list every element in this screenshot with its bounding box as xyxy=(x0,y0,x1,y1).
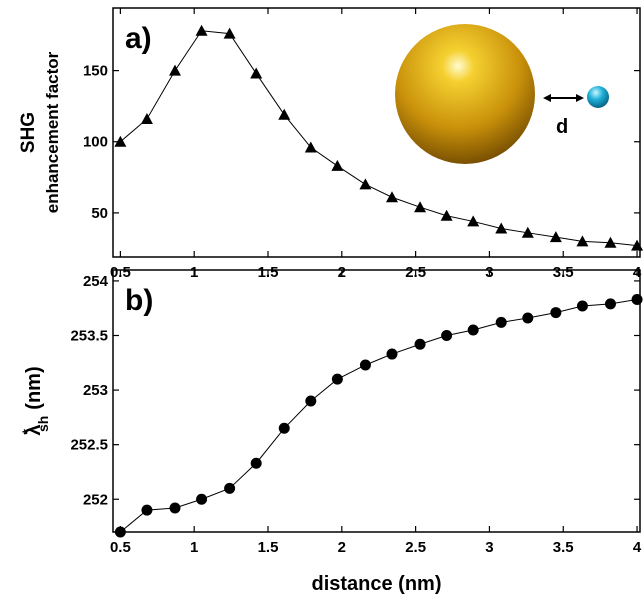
x-tick-label: 1 xyxy=(190,539,198,556)
plot-frame xyxy=(113,270,640,532)
marker xyxy=(305,141,317,152)
y-tick-label: 150 xyxy=(83,63,108,80)
marker xyxy=(141,505,152,516)
data-line xyxy=(120,31,637,246)
marker xyxy=(522,313,533,324)
marker xyxy=(495,223,507,234)
y-tick-label: 253 xyxy=(83,382,108,399)
marker xyxy=(250,67,262,78)
marker xyxy=(305,396,316,407)
marker xyxy=(279,423,290,434)
marker xyxy=(141,113,153,124)
y-axis-label: SHG xyxy=(18,112,39,153)
inset-label: d xyxy=(556,116,568,138)
y-axis-label: λ*sh(nm) xyxy=(19,366,51,435)
marker xyxy=(441,330,452,341)
x-tick-label: 0.5 xyxy=(110,539,131,556)
gold-sphere xyxy=(395,24,535,164)
marker xyxy=(359,178,371,189)
y-label-sub: sh xyxy=(35,416,51,432)
panel-label: b) xyxy=(125,284,153,317)
marker xyxy=(550,307,561,318)
marker xyxy=(360,359,371,370)
y-label-unit: (nm) xyxy=(23,366,45,409)
marker xyxy=(224,483,235,494)
marker xyxy=(577,301,588,312)
marker xyxy=(468,325,479,336)
inset xyxy=(395,24,609,164)
x-tick-label: 4 xyxy=(633,539,642,556)
marker xyxy=(331,160,343,171)
marker xyxy=(196,494,207,505)
x-tick-label: 2 xyxy=(338,539,346,556)
y-tick-label: 253.5 xyxy=(70,328,108,345)
y-tick-label: 252.5 xyxy=(70,437,108,454)
marker xyxy=(415,339,426,350)
marker xyxy=(632,294,643,305)
y-tick-label: 254 xyxy=(83,273,109,290)
x-tick-label: 1.5 xyxy=(258,539,279,556)
panel-label: a) xyxy=(125,22,152,55)
marker xyxy=(115,527,126,538)
x-tick-label: 3 xyxy=(485,539,493,556)
x-tick-label: 2.5 xyxy=(405,539,426,556)
x-axis-label: distance (nm) xyxy=(311,573,441,595)
marker xyxy=(278,109,290,120)
marker xyxy=(169,65,181,76)
y-axis-label: enhancement factor xyxy=(43,51,62,213)
marker xyxy=(605,298,616,309)
marker xyxy=(170,502,181,513)
y-label-sup: * xyxy=(19,429,35,435)
y-tick-label: 100 xyxy=(83,134,108,151)
marker xyxy=(196,25,208,36)
figure: 0.5 1 1.5 2 2.5 3 3.5 4 50 100 150 a) d SHGenhancemen… xyxy=(0,0,644,601)
y-tick-label: 50 xyxy=(91,205,108,222)
marker xyxy=(387,349,398,360)
marker xyxy=(332,374,343,385)
x-tick-label: 3.5 xyxy=(553,539,574,556)
marker xyxy=(496,317,507,328)
y-tick-label: 252 xyxy=(83,491,108,508)
marker xyxy=(441,210,453,221)
molecule xyxy=(587,86,609,108)
marker xyxy=(386,191,398,202)
marker xyxy=(251,458,262,469)
marker xyxy=(414,201,426,212)
